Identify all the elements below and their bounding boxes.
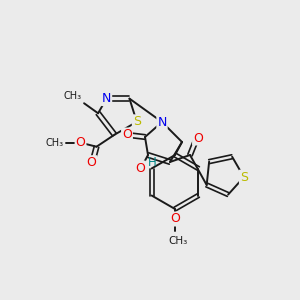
Text: S: S (133, 115, 141, 128)
Text: S: S (240, 171, 248, 184)
Text: O: O (170, 212, 180, 226)
Text: N: N (102, 92, 111, 105)
Text: O: O (193, 131, 203, 145)
Text: O: O (76, 136, 85, 149)
Text: CH₃: CH₃ (45, 138, 64, 148)
Text: O: O (135, 161, 145, 175)
Text: O: O (87, 156, 97, 169)
Text: CH₃: CH₃ (168, 236, 188, 246)
Text: CH₃: CH₃ (64, 91, 82, 101)
Text: N: N (157, 116, 167, 128)
Text: O: O (122, 128, 132, 142)
Text: H: H (148, 155, 157, 169)
